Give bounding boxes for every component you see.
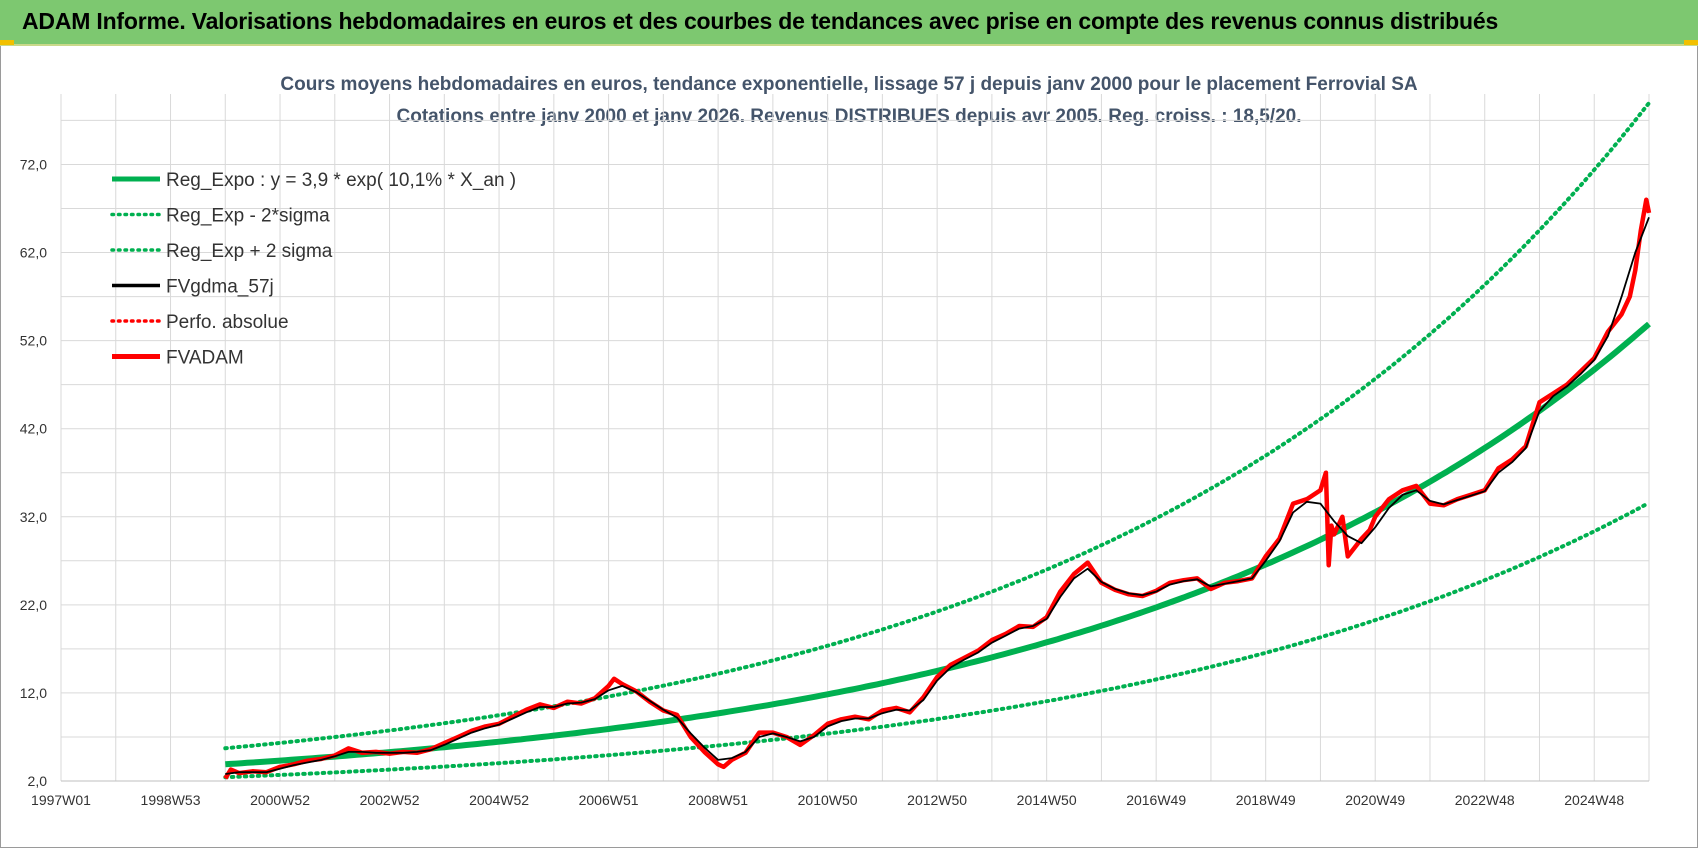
axes: 2,0 12,0 22,0 32,0 42,0 52,0 62,0 72,0 1997W01 19… — [20, 156, 1649, 808]
legend-label: FVADAM — [166, 348, 244, 369]
x-tick-label: 2012W50 — [907, 792, 967, 808]
x-tick-label: 2018W49 — [1236, 792, 1296, 808]
y-tick-label: 12,0 — [20, 685, 47, 701]
y-tick-label: 72,0 — [20, 156, 47, 172]
reg-exp-plus-2sigma-line — [223, 101, 1651, 751]
x-tick-label: 2024W48 — [1564, 792, 1624, 808]
x-tick-label: 1998W53 — [141, 792, 201, 808]
chart: Cours moyens hebdomadaires en euros, ten… — [20, 74, 1652, 808]
corner-marker-left — [0, 40, 14, 45]
y-tick-label: 42,0 — [20, 421, 47, 437]
legend-label: Reg_Exp + 2 sigma — [166, 241, 333, 262]
legend-label: Reg_Exp - 2*sigma — [166, 206, 330, 227]
chart-subtitle: Cotations entre janv 2000 et janv 2026. … — [397, 106, 1302, 127]
chart-title: Cours moyens hebdomadaires en euros, ten… — [280, 74, 1418, 95]
x-tick-label: 2004W52 — [469, 792, 529, 808]
header-bar: ADAM Informe. Valorisations hebdomadaire… — [0, 0, 1698, 46]
x-tick-label: 2010W50 — [798, 792, 858, 808]
legend-label: Reg_Expo : y = 3,9 * exp( 10,1% * X_an ) — [166, 170, 516, 191]
y-tick-label: 62,0 — [20, 245, 47, 261]
legend: Reg_Expo : y = 3,9 * exp( 10,1% * X_an )… — [110, 170, 516, 369]
legend-label: Perfo. absolue — [166, 312, 289, 333]
x-tick-label: 2014W50 — [1017, 792, 1077, 808]
x-tick-label: 2008W51 — [688, 792, 748, 808]
x-tick-label: 2022W48 — [1455, 792, 1515, 808]
y-tick-label: 2,0 — [28, 773, 48, 789]
x-tick-label: 2020W49 — [1345, 792, 1405, 808]
fvgdma-57j-line — [225, 216, 1650, 775]
reg-exp-minus-2sigma-line — [223, 500, 1651, 780]
fvadam-line — [223, 197, 1652, 780]
x-tick-label: 2002W52 — [360, 792, 420, 808]
legend-label: FVgdma_57j — [166, 277, 274, 298]
x-tick-label: 1997W01 — [31, 792, 91, 808]
page-title: ADAM Informe. Valorisations hebdomadaire… — [22, 8, 1499, 34]
grid — [60, 94, 1650, 782]
x-tick-label: 2000W52 — [250, 792, 310, 808]
corner-marker-right — [1684, 40, 1698, 45]
series-layer — [223, 101, 1652, 780]
y-tick-label: 32,0 — [20, 509, 47, 525]
y-tick-label: 22,0 — [20, 597, 47, 613]
x-tick-label: 2006W51 — [579, 792, 639, 808]
x-tick-label: 2016W49 — [1126, 792, 1186, 808]
y-tick-label: 52,0 — [20, 333, 47, 349]
